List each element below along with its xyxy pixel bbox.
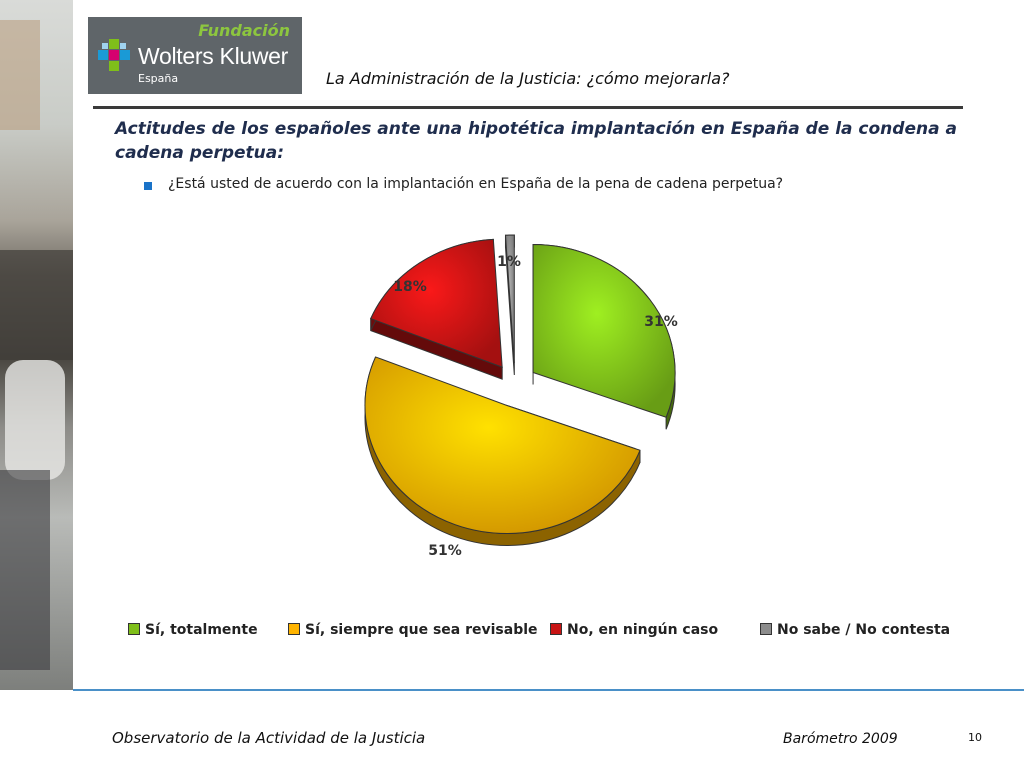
legend-item: Sí, siempre que sea revisable — [288, 622, 538, 638]
footer-source: Observatorio de la Actividad de la Justi… — [112, 729, 426, 747]
footer-edition: Barómetro 2009 — [783, 731, 898, 747]
side-photo — [0, 0, 73, 690]
legend-item: No sabe / No contesta — [760, 622, 950, 638]
pie-slice-2 — [364, 356, 641, 534]
header-title: La Administración de la Justicia: ¿cómo … — [326, 69, 730, 88]
legend-swatch — [288, 623, 300, 635]
pie-slice-3 — [370, 238, 503, 368]
slide-subtitle: Actitudes de los españoles ante una hipo… — [115, 119, 957, 163]
legend-label: No, en ningún caso — [567, 622, 719, 638]
wolters-kluwer-mark-icon — [98, 39, 130, 71]
bullet-icon — [144, 182, 152, 190]
pie-data-label: 31% — [644, 314, 678, 330]
pie-data-label: 51% — [428, 543, 462, 559]
legend-swatch — [128, 623, 140, 635]
page-number: 10 — [968, 731, 982, 744]
logo-region-text: España — [138, 72, 179, 85]
legend-swatch — [760, 623, 772, 635]
pie-data-label: 1% — [497, 254, 521, 270]
pie-slice-4 — [504, 234, 515, 364]
legend-label: No sabe / No contesta — [777, 622, 951, 638]
foundation-logo: Fundación Wolters Kluwer España — [88, 17, 302, 94]
header-divider — [93, 106, 963, 109]
survey-question: ¿Está usted de acuerdo con la implantaci… — [168, 176, 784, 192]
logo-fundacion-text: Fundación — [198, 21, 290, 40]
logo-brand-text: Wolters Kluwer — [138, 43, 289, 69]
pie-slice-1 — [532, 243, 676, 418]
legend-item: Sí, totalmente — [128, 622, 258, 638]
legend-label: Sí, siempre que sea revisable — [305, 622, 538, 638]
legend-swatch — [550, 623, 562, 635]
footer-divider — [73, 689, 1024, 691]
legend-label: Sí, totalmente — [145, 622, 258, 638]
legend-item: No, en ningún caso — [550, 622, 718, 638]
pie-data-label: 18% — [393, 279, 427, 295]
